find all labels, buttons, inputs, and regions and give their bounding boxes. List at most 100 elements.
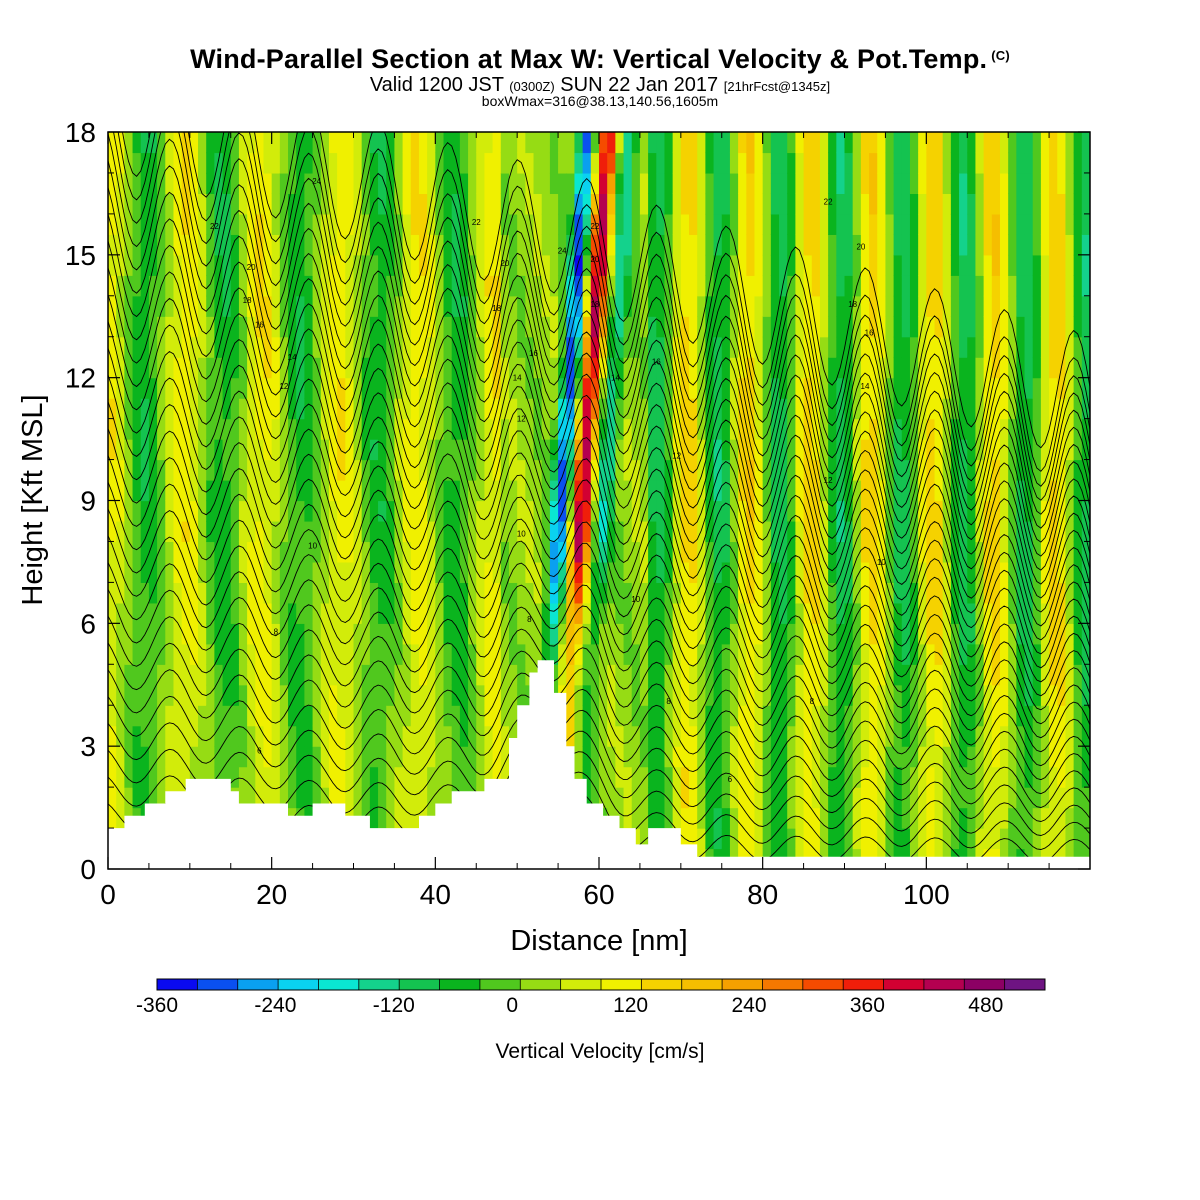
velocity-cell <box>500 705 510 727</box>
velocity-cell <box>590 705 600 727</box>
velocity-cell <box>206 582 215 604</box>
velocity-cell <box>738 172 747 195</box>
velocity-cell <box>607 725 616 747</box>
velocity-cell <box>885 398 895 420</box>
velocity-cell <box>901 377 911 399</box>
velocity-cell <box>500 316 510 338</box>
velocity-cell <box>860 500 870 522</box>
velocity-cell <box>353 377 363 399</box>
velocity-cell <box>148 766 158 788</box>
velocity-cell <box>378 480 387 502</box>
velocity-cell <box>648 541 657 563</box>
isentrope-label: 12 <box>824 476 833 485</box>
velocity-cell <box>795 828 805 850</box>
velocity-cell <box>189 664 199 686</box>
velocity-cell <box>901 418 911 440</box>
velocity-cell <box>599 746 608 768</box>
velocity-cell <box>369 684 379 706</box>
velocity-cell <box>288 213 297 235</box>
velocity-cell <box>746 459 756 481</box>
velocity-cell <box>222 152 232 174</box>
velocity-cell <box>1049 172 1058 195</box>
velocity-cell <box>877 664 887 686</box>
velocity-cell <box>967 152 977 174</box>
velocity-cell <box>484 152 494 174</box>
velocity-cell <box>165 459 175 481</box>
velocity-cell <box>885 213 895 235</box>
velocity-cell <box>500 766 510 788</box>
velocity-cell <box>165 275 175 297</box>
velocity-cell <box>328 725 338 747</box>
velocity-cell <box>533 439 543 461</box>
velocity-cell <box>189 582 199 604</box>
velocity-cell <box>1081 172 1090 195</box>
velocity-cell <box>836 275 846 297</box>
velocity-cell <box>631 193 641 215</box>
velocity-cell <box>476 439 486 461</box>
velocity-cell <box>328 787 338 809</box>
velocity-cell <box>1008 602 1017 624</box>
velocity-cell <box>124 643 134 665</box>
velocity-cell <box>443 664 453 686</box>
velocity-cell <box>631 152 641 174</box>
colorbar-tick-label: 240 <box>731 994 766 1017</box>
velocity-cell <box>869 561 878 583</box>
velocity-cell <box>566 643 576 665</box>
velocity-cell <box>664 602 674 624</box>
velocity-cell <box>222 541 232 563</box>
velocity-cell <box>443 705 453 727</box>
velocity-cell <box>500 193 510 215</box>
velocity-cell <box>631 398 641 420</box>
velocity-cell <box>451 602 461 624</box>
velocity-cell <box>476 582 486 604</box>
velocity-cell <box>222 459 232 481</box>
velocity-cell <box>680 357 690 379</box>
velocity-cell <box>525 152 535 174</box>
velocity-cell <box>770 541 780 563</box>
velocity-cell <box>1057 705 1067 727</box>
velocity-cell <box>754 725 764 747</box>
velocity-cell <box>738 316 747 338</box>
velocity-cell <box>729 295 739 317</box>
velocity-cell <box>893 643 903 665</box>
velocity-cell <box>558 459 567 481</box>
velocity-cell <box>353 541 363 563</box>
velocity-cell <box>983 275 993 297</box>
velocity-cell <box>304 213 314 235</box>
velocity-cell <box>279 766 289 788</box>
velocity-cell <box>648 561 657 583</box>
velocity-cell <box>271 377 281 399</box>
velocity-cell <box>738 561 747 583</box>
velocity-cell <box>459 643 469 665</box>
velocity-cell <box>378 520 387 543</box>
velocity-cell <box>885 828 895 850</box>
velocity-cell <box>1024 357 1034 379</box>
velocity-cell <box>623 234 633 256</box>
velocity-cell <box>869 295 878 317</box>
velocity-cell <box>918 828 927 850</box>
velocity-cell <box>369 295 379 317</box>
velocity-cell <box>1065 582 1075 604</box>
velocity-cell <box>394 623 404 645</box>
velocity-cell <box>999 705 1009 727</box>
velocity-cell <box>263 275 273 297</box>
velocity-cell <box>623 500 633 522</box>
velocity-cell <box>901 132 911 154</box>
velocity-cell <box>198 132 207 154</box>
velocity-cell <box>1008 561 1017 583</box>
velocity-cell <box>656 705 666 727</box>
velocity-cell <box>459 357 469 379</box>
velocity-cell <box>468 213 477 235</box>
velocity-cell <box>1008 664 1017 686</box>
velocity-cell <box>746 336 756 358</box>
velocity-cell <box>1032 316 1042 338</box>
velocity-cell <box>885 132 895 154</box>
velocity-cell <box>615 500 625 522</box>
velocity-cell <box>386 520 396 543</box>
velocity-cell <box>435 418 445 440</box>
velocity-cell <box>508 459 518 481</box>
velocity-cell <box>828 213 837 235</box>
velocity-cell <box>779 275 788 297</box>
velocity-cell <box>476 336 486 358</box>
velocity-cell <box>934 275 944 297</box>
